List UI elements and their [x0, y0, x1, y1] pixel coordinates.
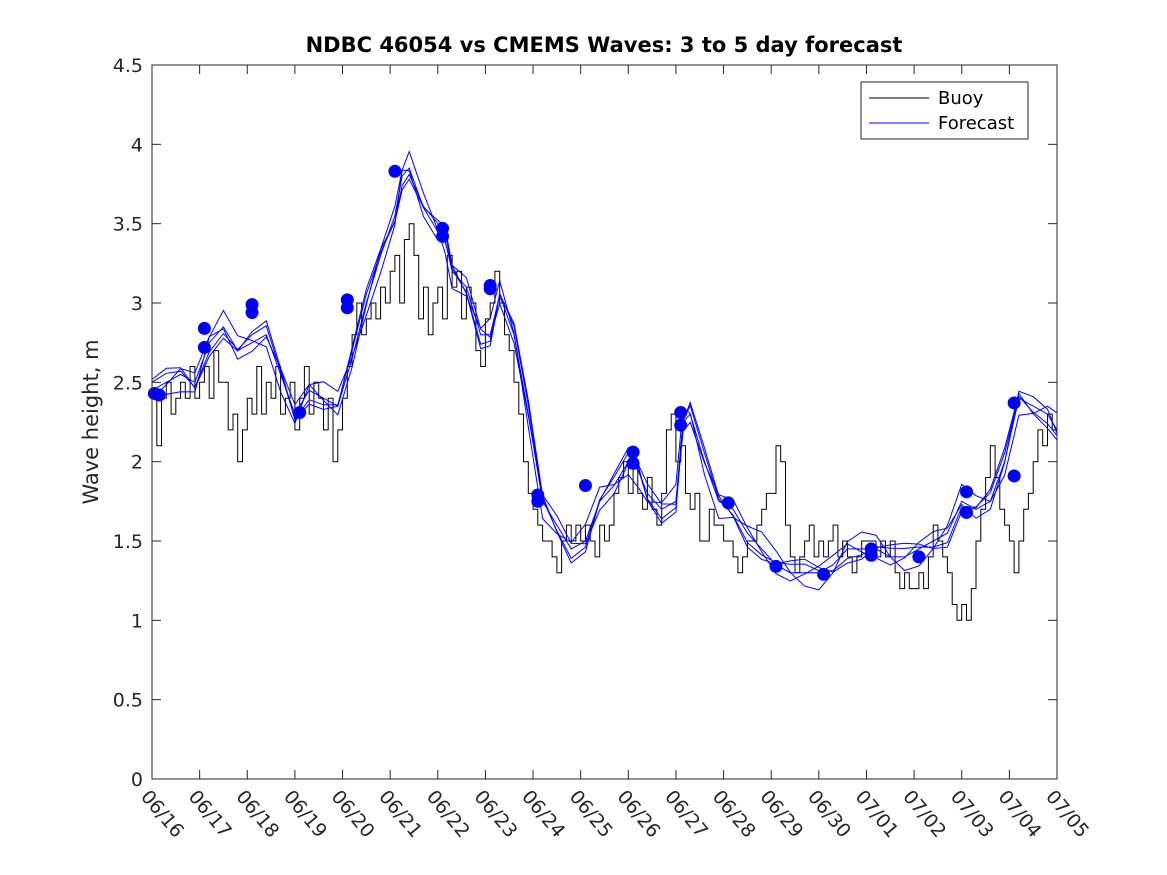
legend-label-forecast: Forecast	[938, 113, 1014, 134]
forecast-marker	[674, 418, 688, 432]
forecast-marker	[197, 340, 211, 354]
y-tick-labels: 0 0.5 1 1.5 2 2.5 3 3.5 4 4.5	[113, 55, 143, 791]
legend-box	[860, 81, 1029, 140]
forecast-marker	[626, 445, 640, 459]
chart-title: NDBC 46054 vs CMEMS Waves: 3 to 5 day fo…	[306, 33, 903, 57]
series-buoy-line	[152, 223, 1058, 621]
legend: Buoy Forecast	[860, 81, 1029, 140]
series-forecast-line	[151, 150, 1058, 591]
y-tick-label: 0	[131, 769, 143, 791]
y-tick-label: 1.5	[113, 531, 143, 553]
forecast-marker	[626, 456, 640, 470]
forecast-marker	[388, 164, 402, 178]
forecast-marker	[817, 567, 831, 581]
y-tick-label: 2.5	[113, 372, 143, 394]
forecast-marker	[245, 306, 259, 320]
series-forecast-line	[151, 169, 1058, 582]
y-tick-label: 3.5	[113, 214, 143, 236]
forecast-marker	[1007, 396, 1021, 410]
forecast-marker	[912, 550, 926, 564]
forecast-marker	[531, 494, 545, 508]
forecast-marker	[483, 282, 497, 296]
ticks-layer	[151, 64, 1058, 780]
plot-area	[152, 65, 1057, 779]
y-tick-label: 3	[131, 293, 143, 315]
forecast-marker	[721, 496, 735, 510]
forecast-marker	[197, 321, 211, 335]
axes-box	[151, 64, 1058, 780]
forecast-marker	[152, 388, 166, 402]
y-tick-label: 2	[131, 452, 143, 474]
y-tick-label: 1	[131, 610, 143, 632]
y-tick-label: 4	[131, 134, 143, 156]
forecast-marker	[864, 548, 878, 562]
forecast-marker	[340, 301, 354, 315]
y-tick-label: 4.5	[113, 55, 143, 77]
forecast-marker	[960, 505, 973, 519]
series-forecast-line	[151, 173, 1058, 572]
forecast-marker	[1007, 469, 1021, 483]
forecast-marker	[293, 405, 307, 419]
forecast-marker	[769, 559, 783, 573]
forecast-marker	[578, 478, 592, 492]
forecast-marker	[674, 405, 688, 419]
forecast-marker	[960, 485, 973, 499]
y-tick-label: 0.5	[113, 690, 143, 712]
legend-label-buoy: Buoy	[938, 88, 984, 109]
y-axis-label: Wave height, m	[79, 339, 103, 504]
forecast-marker	[436, 229, 450, 243]
marker-layer	[147, 164, 1021, 581]
series-layer	[151, 150, 1058, 621]
series-forecast-line	[151, 178, 1058, 573]
